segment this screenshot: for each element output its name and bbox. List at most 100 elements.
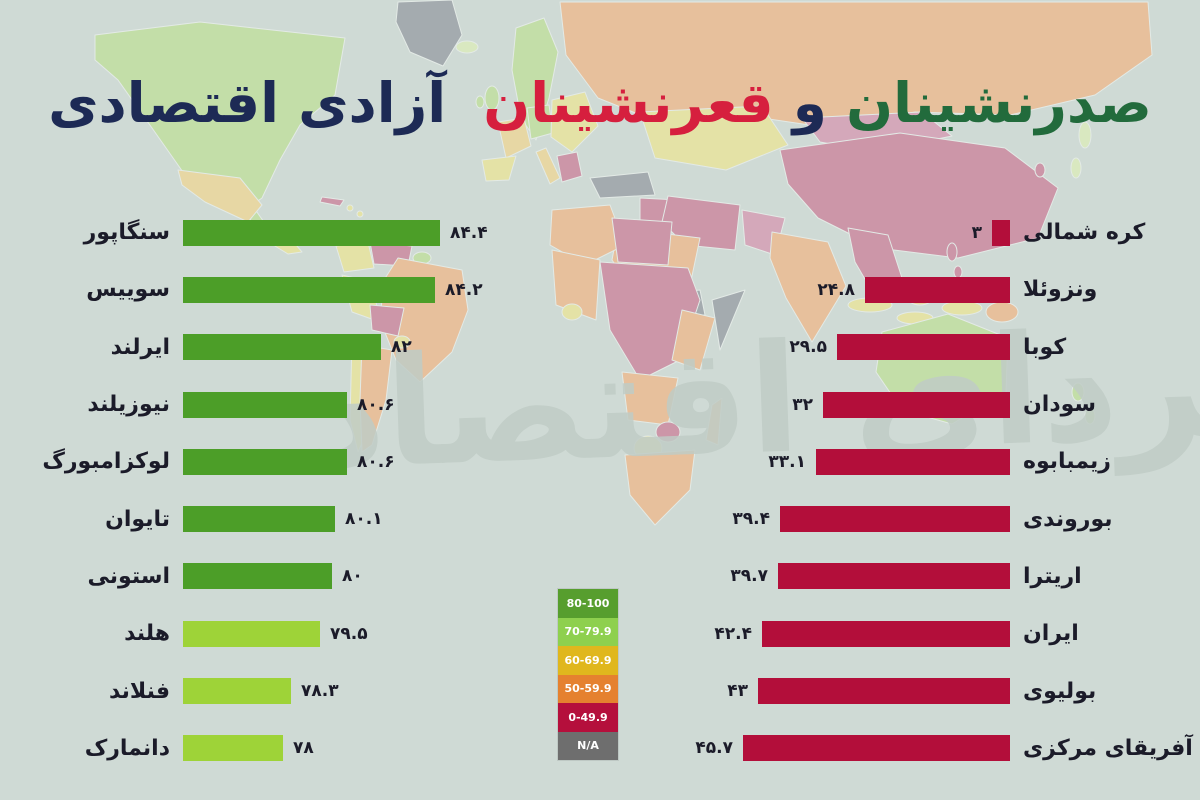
map-caribbean-island xyxy=(346,204,354,212)
map-china xyxy=(779,132,1059,259)
legend-item: 50-59.9 xyxy=(558,674,618,703)
map-korea xyxy=(1034,162,1046,178)
bar-and-value: ۳ xyxy=(680,219,1010,246)
country-bar xyxy=(743,735,1010,762)
legend-item: 70-79.9 xyxy=(558,617,618,646)
country-label: دانمارک xyxy=(84,735,170,761)
country-value: ۳ xyxy=(971,222,982,243)
title-subject: آزادی اقتصادی xyxy=(48,71,447,135)
country-value: ۸۰.۶ xyxy=(357,451,395,472)
country-label: استونی xyxy=(87,563,170,589)
country-bar xyxy=(865,276,1010,303)
top-chart-row: لوکزامبورگ ۸۰.۶ xyxy=(0,433,540,490)
country-value: ۷۹.۵ xyxy=(330,623,368,644)
title-and-word: و xyxy=(792,71,827,135)
color-scale-legend: 80-100 70-79.9 60-69.9 50-59.9 0-49.9 N/A xyxy=(558,589,618,760)
country-bar xyxy=(183,563,332,590)
map-paraguay xyxy=(393,335,411,349)
map-new-zealand-south xyxy=(1084,407,1096,425)
top-chart-row: دانمارک ۷۸ xyxy=(0,720,540,777)
country-value: ۴۳ xyxy=(727,681,748,702)
country-value: ۳۹.۷ xyxy=(730,566,768,587)
country-bar xyxy=(183,391,347,418)
map-iceland xyxy=(455,40,479,54)
page-title: صدرنشینان و قعرنشینان آزادی اقتصادی xyxy=(0,70,1200,136)
map-horn-of-africa xyxy=(711,289,746,351)
country-value: ۴۲.۴ xyxy=(714,623,752,644)
map-japan-south xyxy=(1070,157,1082,179)
top-chart-row: سوییس ۸۴.۲ xyxy=(0,261,540,318)
country-bar xyxy=(823,391,1010,418)
country-label: ونزوئلا xyxy=(1023,277,1098,303)
country-bar xyxy=(183,735,283,762)
country-value: ۸۴.۴ xyxy=(450,222,488,243)
country-label: بوروندی xyxy=(1023,506,1113,532)
legend-item: N/A xyxy=(558,731,618,760)
country-bar xyxy=(992,219,1010,246)
bottom-chart-row: ۳۹.۴ بوروندی xyxy=(680,490,1200,547)
country-bar xyxy=(183,448,347,475)
country-label: فنلاند xyxy=(108,678,170,704)
map-bolivia xyxy=(369,304,405,337)
country-label: هلند xyxy=(124,621,170,647)
country-label: تایوان xyxy=(105,506,170,532)
legend-item: 60-69.9 xyxy=(558,646,618,675)
country-value: ۸۰ xyxy=(342,566,363,587)
bar-and-value: ۲۴.۸ xyxy=(680,276,1010,303)
map-ghana xyxy=(561,303,583,321)
map-ireland xyxy=(475,95,485,109)
map-greenland xyxy=(395,0,463,67)
map-west-africa xyxy=(551,249,601,321)
bar-and-value: ۳۹.۴ xyxy=(680,506,1010,533)
country-value: ۸۰.۱ xyxy=(345,509,383,530)
map-east-europe xyxy=(550,91,599,153)
map-angola-zambia xyxy=(621,371,679,426)
map-balkans xyxy=(556,151,583,183)
map-zimbabwe xyxy=(655,421,681,443)
bottom-chart-row: ۳۹.۷ اریترا xyxy=(680,548,1200,605)
country-label: ایرلند xyxy=(110,334,170,360)
country-value: ۸۴.۲ xyxy=(445,279,483,300)
map-argentina xyxy=(359,344,393,453)
bottom-chart-row: ۳۲ سودان xyxy=(680,376,1200,433)
country-value: ۷۸ xyxy=(293,738,314,759)
title-bottom-word: قعرنشینان xyxy=(483,71,774,135)
country-label: لوکزامبورگ xyxy=(42,449,170,475)
top-countries-chart: سنگاپور ۸۴.۴ سوییس ۸۴.۲ ایرلند ۸۲ نیوزیلند ۸۰.۶… xyxy=(0,204,540,777)
country-value: ۲۹.۵ xyxy=(789,337,827,358)
country-bar xyxy=(837,334,1010,361)
legend-item: 80-100 xyxy=(558,589,618,618)
country-label: بولیوی xyxy=(1023,678,1097,704)
country-bar xyxy=(758,678,1010,705)
country-bar xyxy=(183,506,335,533)
bottom-countries-chart: ۳ کره شمالی ۲۴.۸ ونزوئلا ۲۹.۵ کوبا ۳۲ سودان ۳۳.۱… xyxy=(680,204,1200,777)
map-turkey xyxy=(589,171,656,199)
map-france xyxy=(497,117,532,159)
map-morocco-algeria xyxy=(549,204,626,266)
country-bar xyxy=(816,448,1010,475)
map-uk xyxy=(484,85,500,111)
bottom-chart-row: ۴۳ بولیوی xyxy=(680,662,1200,719)
map-japan xyxy=(1078,121,1092,149)
bottom-chart-row: ۳۳.۱ زیمبابوه xyxy=(680,433,1200,490)
bottom-chart-row: ۴۲.۴ ایران xyxy=(680,605,1200,662)
bar-and-value: ۳۹.۷ xyxy=(680,563,1010,590)
map-caribbean-island-2 xyxy=(356,210,364,218)
bottom-chart-row: ۲۴.۸ ونزوئلا xyxy=(680,261,1200,318)
top-chart-row: تایوان ۸۰.۱ xyxy=(0,490,540,547)
bottom-chart-row: ۲۹.۵ کوبا xyxy=(680,319,1200,376)
top-chart-row: هلند ۷۹.۵ xyxy=(0,605,540,662)
country-bar xyxy=(183,276,435,303)
map-kazakhstan xyxy=(639,105,789,171)
bottom-chart-row: ۴۵.۷ آفریقای مرکزی xyxy=(680,720,1200,777)
bar-and-value: ۳۳.۱ xyxy=(680,448,1010,475)
title-top-word: صدرنشینان xyxy=(846,71,1152,135)
country-label: سودان xyxy=(1023,392,1097,418)
bar-and-value: ۴۲.۴ xyxy=(680,620,1010,647)
bar-and-value: ۴۵.۷ xyxy=(680,735,1010,762)
country-bar xyxy=(778,563,1010,590)
map-madagascar xyxy=(705,397,723,446)
top-chart-row: سنگاپور ۸۴.۴ xyxy=(0,204,540,261)
country-value: ۳۹.۴ xyxy=(732,509,770,530)
country-label: سنگاپور xyxy=(83,220,170,246)
